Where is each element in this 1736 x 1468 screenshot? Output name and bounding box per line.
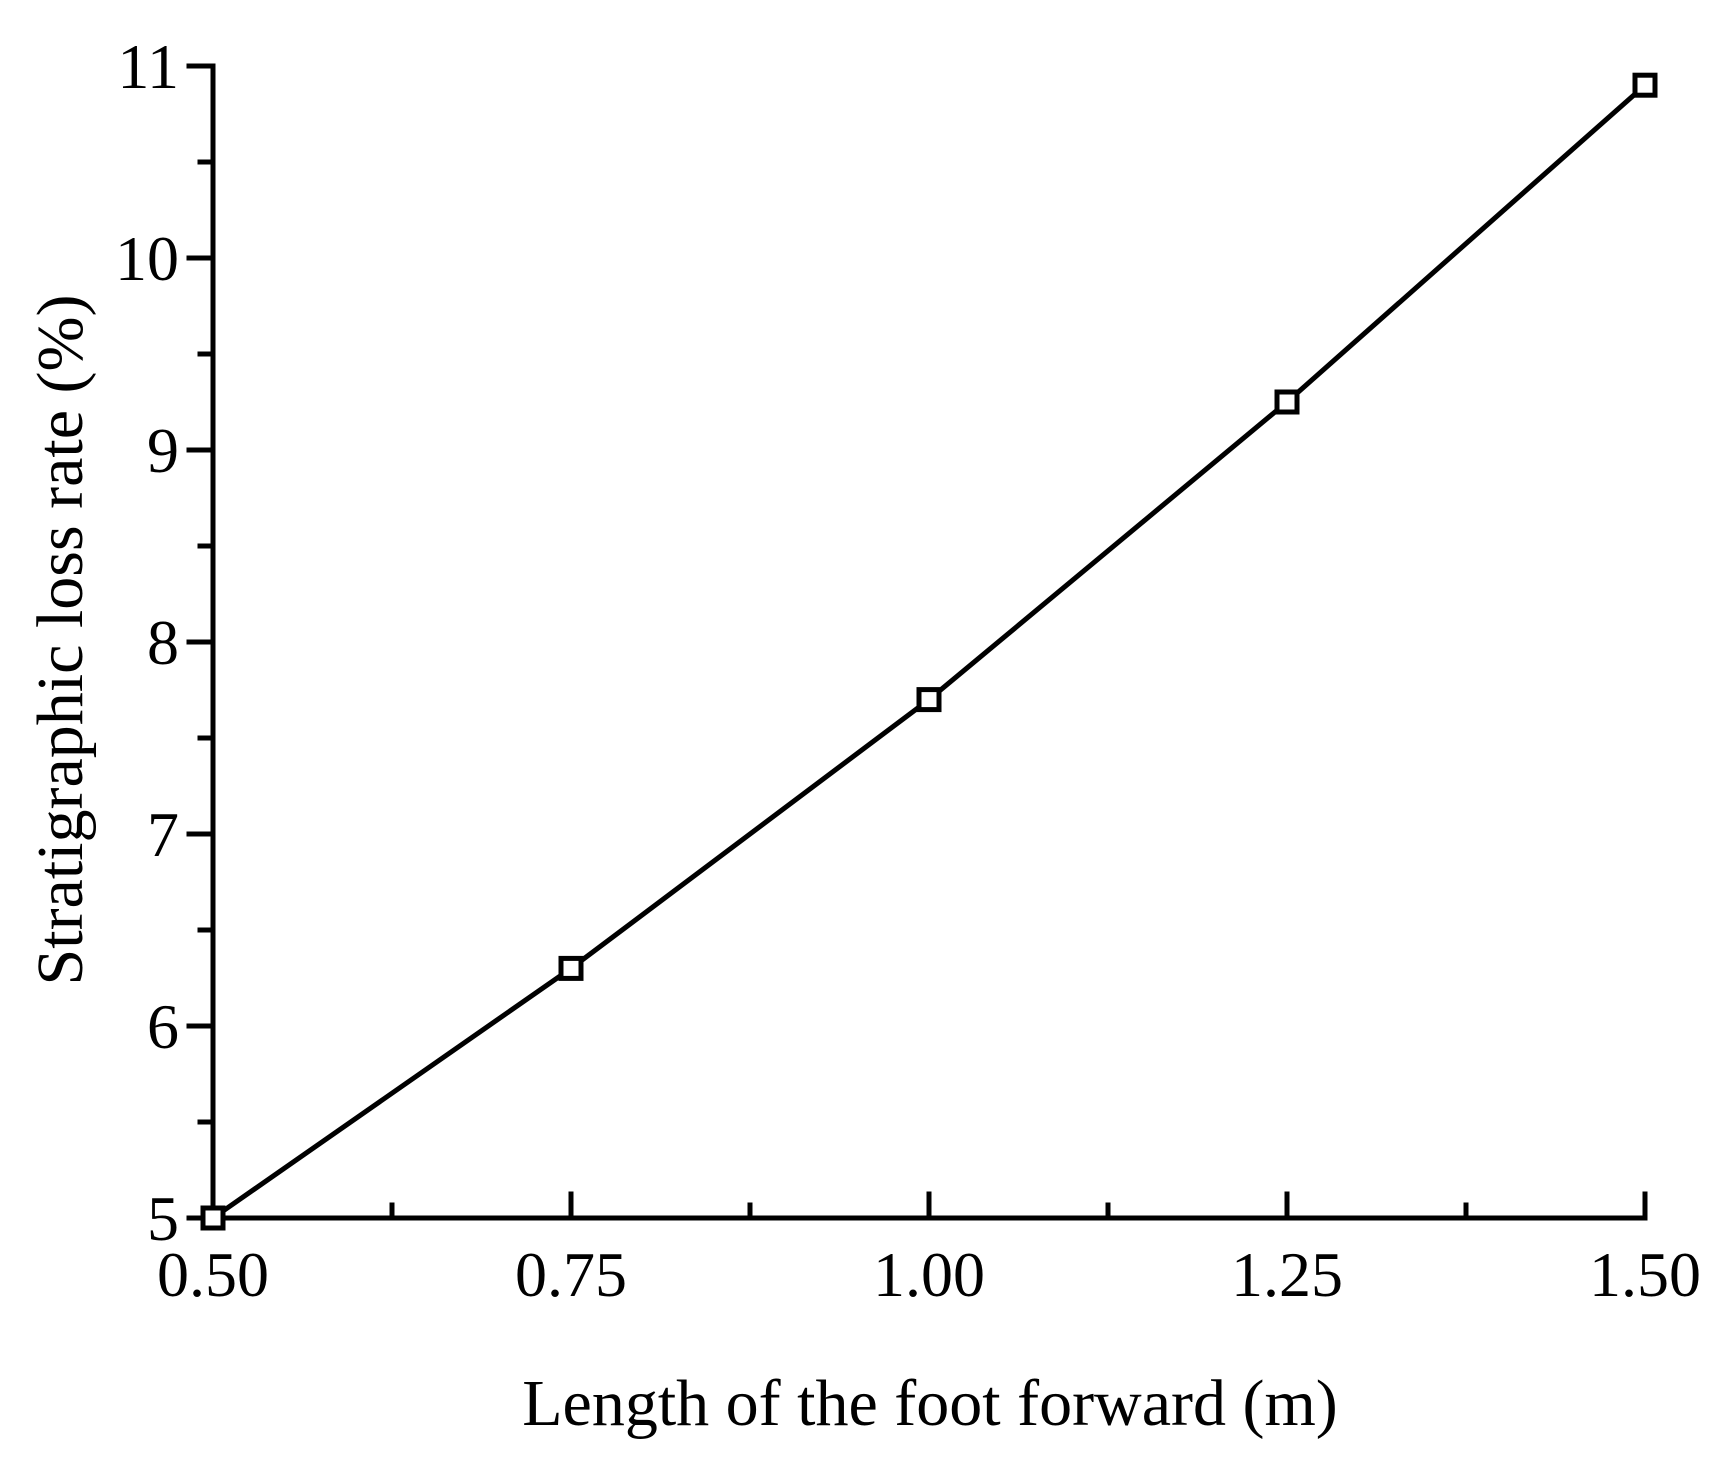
x-axis-title: Length of the foot forward (m) [522,1367,1338,1440]
y-tick-label: 8 [147,607,179,678]
data-point-marker [558,955,584,981]
series-line [211,83,1647,1221]
y-tick-label: 9 [147,415,179,486]
y-tick-label: 10 [115,223,179,294]
x-tick-label: 0.50 [157,1239,269,1310]
y-axis-title: Stratigraphic loss rate (%) [24,295,97,986]
y-tick-label: 11 [117,31,179,102]
x-tick-label: 0.75 [515,1239,627,1310]
y-tick-label: 6 [147,991,179,1062]
axes: 5 6 7 8 9 10 11 0.50 0.75 1.00 1.25 1.50 [115,31,1701,1310]
data-point-marker [200,1205,226,1231]
data-point-marker [1274,389,1300,415]
series-layer [200,72,1658,1231]
x-tick-label: 1.25 [1231,1239,1343,1310]
y-tick-label: 7 [147,799,179,870]
x-tick-label: 1.00 [873,1239,985,1310]
data-point-marker [916,687,942,713]
y-tick-label: 5 [147,1183,179,1254]
x-tick-label: 1.50 [1589,1239,1701,1310]
data-point-marker [1632,72,1658,98]
